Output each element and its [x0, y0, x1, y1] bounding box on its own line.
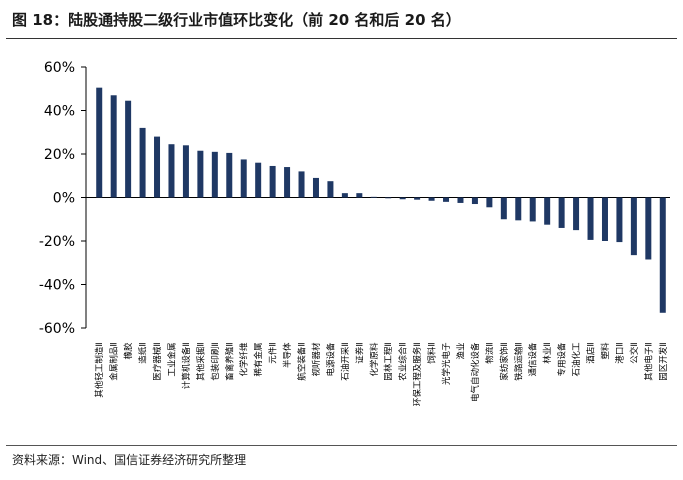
bar	[486, 197, 493, 208]
x-tick-label: 家纺家饰Ⅱ	[499, 343, 510, 381]
bar	[154, 136, 161, 198]
bar	[443, 197, 450, 202]
bar	[645, 197, 652, 260]
x-tick-label: 环保工程及服务Ⅱ	[412, 343, 423, 407]
x-tick-label: 专用设备	[557, 342, 568, 377]
x-tick-label: 物流Ⅱ	[484, 343, 495, 364]
bar	[630, 197, 637, 256]
x-tick-label: 饲料Ⅱ	[427, 343, 438, 364]
y-tick-label: -20%	[39, 234, 75, 250]
x-tick-label: 石油化工	[571, 342, 582, 377]
bar	[226, 152, 233, 198]
bar	[616, 197, 623, 243]
x-tick-label: 航空装备Ⅱ	[297, 343, 308, 381]
bar	[500, 197, 507, 220]
x-tick-label: 港口Ⅱ	[614, 343, 625, 364]
bar	[327, 181, 334, 198]
x-tick-label: 通信设备	[528, 342, 539, 377]
x-tick-label: 半导体	[282, 342, 293, 368]
x-tick-label: 化学纤维	[239, 342, 250, 377]
bar	[197, 150, 204, 198]
bar	[385, 197, 392, 199]
bar	[341, 193, 348, 198]
y-tick-label: -60%	[39, 321, 75, 337]
x-tick-label: 林业Ⅱ	[542, 343, 553, 364]
bar	[544, 197, 551, 225]
bar	[182, 145, 189, 198]
source-note: 资料来源：Wind、国信证券经济研究所整理	[12, 453, 247, 467]
bar	[96, 87, 103, 198]
x-tick-label: 渔业	[455, 343, 466, 360]
x-tick-label: 造纸Ⅱ	[138, 343, 149, 364]
x-tick-label: 园区开发Ⅱ	[658, 343, 669, 381]
x-tick-label: 元件Ⅱ	[268, 343, 279, 364]
x-tick-label: 酒店Ⅱ	[586, 343, 597, 364]
bar	[370, 196, 377, 198]
bar	[414, 197, 421, 200]
bar	[356, 193, 363, 198]
x-tick-label: 石油开采Ⅱ	[340, 343, 351, 381]
x-tick-label: 视听器材	[311, 342, 322, 377]
x-tick-label: 包装印刷Ⅱ	[210, 343, 221, 381]
bar	[298, 171, 305, 198]
y-tick-label: 0%	[53, 191, 75, 207]
x-tick-label: 橡胶	[123, 342, 134, 360]
bar	[573, 197, 580, 231]
y-tick-label: 60%	[44, 60, 75, 76]
bar	[659, 197, 666, 313]
bar	[284, 167, 291, 198]
x-tick-label: 光学光电子	[441, 342, 452, 385]
x-tick-label: 电源设备	[325, 342, 336, 377]
x-tick-label: 农业综合Ⅱ	[398, 343, 409, 381]
y-tick-label: 20%	[44, 147, 75, 163]
bar	[168, 144, 175, 198]
x-tick-label: 园林工程Ⅱ	[383, 343, 394, 381]
bar	[240, 159, 247, 198]
bar	[587, 197, 594, 240]
x-tick-label: 工业金属	[166, 343, 177, 377]
x-tick-label: 其他电子Ⅱ	[643, 343, 654, 381]
x-tick-label: 证券Ⅱ	[354, 343, 365, 364]
bar	[529, 197, 536, 222]
bar	[110, 95, 117, 198]
x-tick-label: 公交Ⅱ	[629, 343, 640, 364]
footer-divider	[6, 445, 677, 446]
bar	[125, 100, 132, 198]
bar	[255, 162, 262, 198]
x-tick-label: 金属制品Ⅱ	[109, 343, 120, 381]
bar	[558, 197, 565, 228]
bar	[457, 197, 464, 203]
x-tick-label: 塑料	[600, 342, 611, 360]
y-tick-label: -40%	[39, 278, 75, 294]
title-divider	[6, 38, 677, 39]
x-tick-label: 化学原料	[369, 342, 380, 377]
x-tick-label: 铁路运输Ⅱ	[513, 343, 524, 381]
bar	[428, 197, 435, 201]
x-tick-label: 稀有金属	[253, 343, 264, 377]
bar	[601, 197, 608, 241]
x-tick-label: 畜禽养殖Ⅱ	[224, 343, 235, 381]
y-tick-label: 40%	[44, 104, 75, 120]
bar	[269, 165, 276, 198]
figure-title: 图 18：陆股通持股二级行业市值环比变化（前 20 名和后 20 名）	[12, 11, 461, 29]
x-tick-label: 其他轻工制造Ⅱ	[94, 343, 105, 398]
bar-chart: 60% 40% 20% 0% -20% -40% -60% 其他轻工制造Ⅱ 金属制品Ⅱ 橡胶 造纸Ⅱ…	[39, 60, 670, 407]
bar	[515, 197, 522, 221]
x-tick-label: 医疗器械Ⅱ	[152, 343, 163, 381]
bar	[312, 177, 319, 198]
x-tick-label: 其他采掘Ⅱ	[195, 343, 206, 381]
x-tick-label: 计算机设备Ⅱ	[181, 343, 192, 390]
x-tick-label: 电气自动化设备	[470, 342, 481, 402]
bar	[471, 197, 478, 205]
bar	[139, 127, 146, 198]
bar	[399, 197, 406, 200]
bar	[211, 151, 218, 198]
